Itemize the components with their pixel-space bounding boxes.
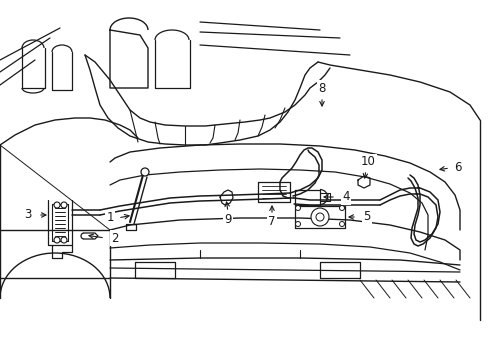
Text: 6: 6 [453, 162, 461, 175]
Circle shape [310, 208, 328, 226]
Text: 2: 2 [111, 231, 119, 244]
Text: 3: 3 [24, 208, 32, 221]
Circle shape [339, 206, 344, 211]
Text: 9: 9 [224, 213, 231, 226]
Text: 10: 10 [360, 156, 375, 168]
Circle shape [339, 221, 344, 226]
Circle shape [54, 237, 60, 243]
Text: 5: 5 [363, 211, 370, 224]
Circle shape [295, 221, 300, 226]
Text: 4: 4 [342, 190, 349, 203]
Circle shape [295, 206, 300, 211]
Text: 7: 7 [268, 216, 275, 229]
Text: 1: 1 [106, 211, 114, 225]
Circle shape [61, 237, 67, 243]
Text: 8: 8 [318, 81, 325, 94]
Circle shape [61, 202, 67, 208]
Circle shape [141, 168, 149, 176]
Circle shape [54, 202, 60, 208]
Circle shape [315, 213, 324, 221]
